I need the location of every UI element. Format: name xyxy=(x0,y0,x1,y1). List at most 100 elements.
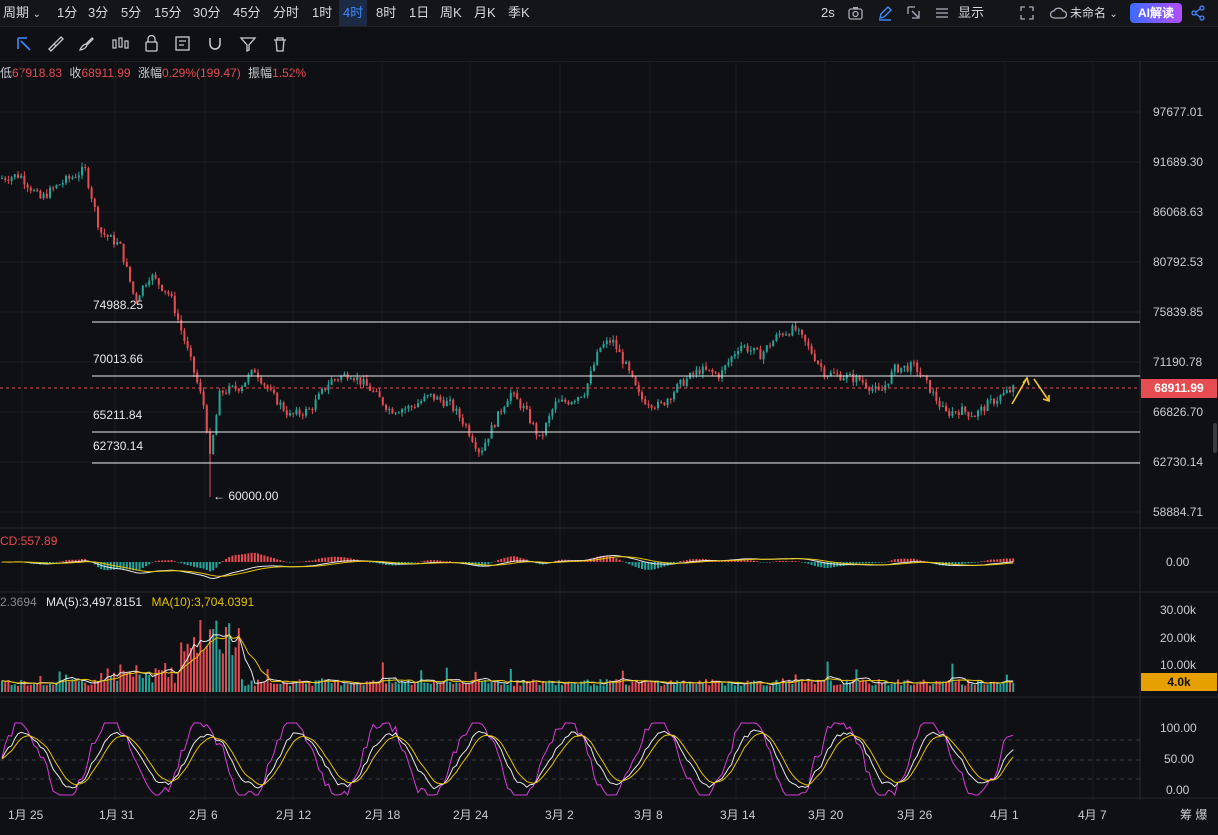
x-axis-label: 3月 20 xyxy=(808,808,844,822)
volume-bar xyxy=(129,671,131,692)
volume-bar xyxy=(596,685,599,692)
candle xyxy=(420,401,423,404)
tf-15m[interactable]: 15分 xyxy=(154,5,182,20)
macd-bar xyxy=(449,561,451,562)
tf-5m[interactable]: 5分 xyxy=(121,5,142,20)
candle xyxy=(330,379,333,385)
candle xyxy=(417,403,419,408)
settings-sliders-icon[interactable] xyxy=(935,6,949,20)
tf-45m[interactable]: 45分 xyxy=(233,5,261,20)
trash-icon[interactable] xyxy=(271,35,289,53)
candle xyxy=(71,177,74,179)
candle xyxy=(1005,390,1008,393)
candle xyxy=(138,295,141,301)
ai-interpret-button[interactable]: AI解读 xyxy=(1130,3,1183,23)
candle xyxy=(154,274,157,279)
macd-bar xyxy=(410,562,413,563)
tf-1h[interactable]: 1时 xyxy=(312,5,333,20)
low-marker: ← 60000.00 xyxy=(213,489,279,503)
cloud-icon[interactable] xyxy=(1050,6,1067,19)
volume-bar xyxy=(269,682,272,692)
candle xyxy=(919,371,922,376)
layout-name[interactable]: 未命名 ⌄ xyxy=(1070,6,1118,20)
macd-bar xyxy=(237,554,240,562)
candle xyxy=(775,334,778,341)
tf-week[interactable]: 周K xyxy=(440,5,462,20)
candle xyxy=(292,413,295,415)
volume-bar xyxy=(954,681,957,692)
volume-bar xyxy=(513,685,515,692)
macd-bar xyxy=(58,561,61,563)
volume-bar xyxy=(554,685,557,692)
volume-bar xyxy=(388,679,391,692)
macd-bar xyxy=(196,562,199,568)
volume-bar xyxy=(167,677,170,692)
volume-bar xyxy=(349,684,352,692)
period-selector[interactable]: 周期 ⌄ xyxy=(3,5,42,20)
candle xyxy=(234,385,237,389)
candle xyxy=(55,185,58,188)
macd-bar xyxy=(890,560,893,562)
candles-icon[interactable] xyxy=(111,35,129,53)
template-icon[interactable] xyxy=(174,35,192,53)
candle xyxy=(541,434,544,436)
candle xyxy=(871,388,874,391)
tf-quarter[interactable]: 季K xyxy=(508,5,530,20)
price-axis-label: 58884.71 xyxy=(1153,505,1204,519)
volume-bar xyxy=(311,685,314,692)
tf-3m[interactable]: 3分 xyxy=(88,5,109,20)
filter-icon[interactable] xyxy=(239,35,257,53)
volume-bar xyxy=(858,680,861,692)
macd-bar xyxy=(628,562,631,565)
candle xyxy=(929,379,931,393)
pen-icon[interactable] xyxy=(877,5,893,21)
share-icon[interactable] xyxy=(1190,5,1206,21)
select-icon[interactable] xyxy=(906,5,921,20)
volume-bar xyxy=(455,682,458,692)
volume-bar xyxy=(23,681,26,692)
candle xyxy=(221,390,224,393)
cursor-draw-icon[interactable] xyxy=(15,35,33,53)
macd-bar xyxy=(874,562,877,563)
macd-bar xyxy=(225,558,227,562)
price-axis-label: 66826.70 xyxy=(1153,405,1204,419)
candle xyxy=(612,339,615,343)
candle xyxy=(17,174,19,178)
tf-4h[interactable]: 4时 xyxy=(339,0,368,26)
display-menu[interactable]: 显示 xyxy=(958,5,985,20)
candle xyxy=(973,416,976,418)
tf-1d[interactable]: 1日 xyxy=(409,5,430,20)
volume-bar xyxy=(71,679,74,692)
volume-bar xyxy=(740,685,743,692)
volume-bar xyxy=(308,682,311,692)
refresh-interval[interactable]: 2s xyxy=(821,5,835,20)
candle xyxy=(257,372,259,378)
candle xyxy=(340,375,343,380)
volume-bar xyxy=(45,685,48,692)
volume-bar xyxy=(356,683,359,692)
candle xyxy=(797,329,800,331)
volume-bar xyxy=(769,685,771,692)
ruler-icon[interactable] xyxy=(47,35,65,53)
brush-icon[interactable] xyxy=(78,35,96,53)
x-axis-label: 2月 12 xyxy=(276,808,312,822)
camera-icon[interactable] xyxy=(848,6,863,20)
macd-bar xyxy=(717,561,720,562)
macd-bar xyxy=(301,561,304,563)
candle xyxy=(759,349,762,360)
volume-bar xyxy=(145,672,147,692)
tf-30m[interactable]: 30分 xyxy=(193,5,221,20)
tf-1m[interactable]: 1分 xyxy=(57,5,78,20)
candle xyxy=(823,366,826,377)
candle xyxy=(708,369,711,371)
tf-timeline[interactable]: 分时 xyxy=(273,5,300,20)
volume-bar xyxy=(247,684,250,692)
volume-bar xyxy=(87,685,90,692)
fullscreen-icon[interactable] xyxy=(1020,6,1034,20)
magnet-icon[interactable] xyxy=(206,35,224,53)
lock-icon[interactable] xyxy=(143,35,161,53)
volume-bar xyxy=(861,679,864,692)
tf-8h[interactable]: 8时 xyxy=(376,5,397,20)
tf-month[interactable]: 月K xyxy=(474,5,496,20)
